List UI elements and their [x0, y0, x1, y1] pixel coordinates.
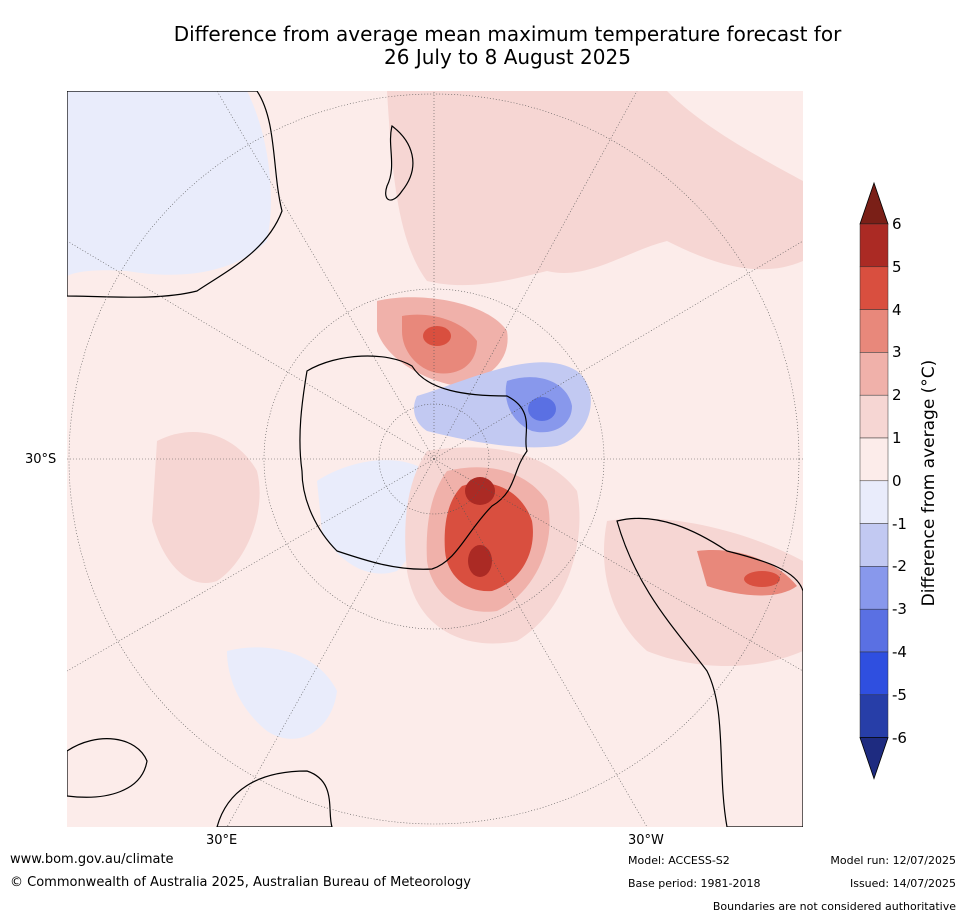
colorbar-tick-label: 4 [892, 300, 902, 319]
new-zealand-outline [385, 124, 414, 201]
footer-url: www.bom.gov.au/climate [10, 852, 174, 867]
label-30e: 30°E [206, 833, 238, 848]
footer-disclaimer: Boundaries are not considered authoritat… [712, 900, 956, 913]
colorbar-band [859, 566, 889, 610]
antarctica-outline [299, 355, 528, 570]
warm-anomaly-west [152, 432, 260, 583]
colorbar-tick-label: 6 [892, 215, 902, 233]
colorbar-tick-label: 3 [892, 343, 902, 362]
australia-outline [67, 91, 283, 298]
colorbar-band [859, 352, 889, 396]
colorbar-band [859, 266, 889, 310]
colorbar-tick-label: -2 [892, 557, 907, 576]
colorbar-band [859, 651, 889, 696]
colorbar-band [859, 394, 889, 439]
africa-outline [216, 770, 333, 827]
colorbar-band [859, 437, 889, 482]
warm-core-2 [468, 545, 492, 577]
colorbar-band [859, 480, 889, 524]
warm-core-1 [465, 477, 495, 505]
colorbar-tick-label: -3 [892, 600, 907, 619]
colorbar [859, 181, 889, 780]
cool-anomaly-antarctica [317, 460, 430, 574]
colorbar-band [859, 223, 889, 268]
colorbar-band [859, 309, 889, 353]
colorbar-band [859, 694, 889, 738]
colorbar-over-arrow [859, 181, 889, 225]
cool-anomaly-sw [227, 647, 337, 739]
south-america-outline [616, 517, 803, 827]
colorbar-tick-label: 0 [892, 471, 902, 490]
warm-anomaly-east [603, 518, 803, 666]
colorbar-band [859, 523, 889, 567]
title-line-1: Difference from average mean maximum tem… [173, 22, 842, 46]
colorbar-band [859, 608, 889, 653]
cool-core [528, 397, 556, 421]
warm-band-north [387, 91, 803, 286]
colorbar-tick-label: 5 [892, 257, 902, 276]
label-30w: 30°W [628, 833, 664, 848]
colorbar-tick-label: -4 [892, 643, 907, 661]
warm-anomaly-south-3 [444, 482, 533, 592]
warm-core-3 [423, 326, 451, 346]
footer-issued: Issued: 14/07/2025 [849, 877, 956, 890]
colorbar-label: Difference from average (°C) [919, 359, 939, 607]
footer-copyright: © Commonwealth of Australia 2025, Austra… [10, 875, 471, 890]
colorbar-under-arrow [859, 737, 889, 780]
colorbar-tick-label: 2 [892, 386, 902, 405]
graticule [67, 91, 803, 827]
footer-base-period: Base period: 1981-2018 [628, 877, 761, 890]
colorbar-tick-label: 1 [892, 429, 902, 447]
colorbar-tick-label: -6 [892, 728, 907, 747]
title-line-2: 26 July to 8 August 2025 [384, 45, 631, 69]
footer-model-run: Model run: 12/07/2025 [830, 854, 956, 867]
colorbar-tick-label: -5 [892, 685, 907, 704]
madagascar-outline [67, 738, 148, 798]
colorbar-tick-label: -1 [892, 514, 907, 533]
map-panel [67, 91, 803, 827]
label-30s: 30°S [25, 452, 57, 467]
footer-model: Model: ACCESS-S2 [628, 854, 730, 867]
cool-anomaly-nw [67, 91, 271, 276]
warm-core-4 [744, 571, 780, 587]
